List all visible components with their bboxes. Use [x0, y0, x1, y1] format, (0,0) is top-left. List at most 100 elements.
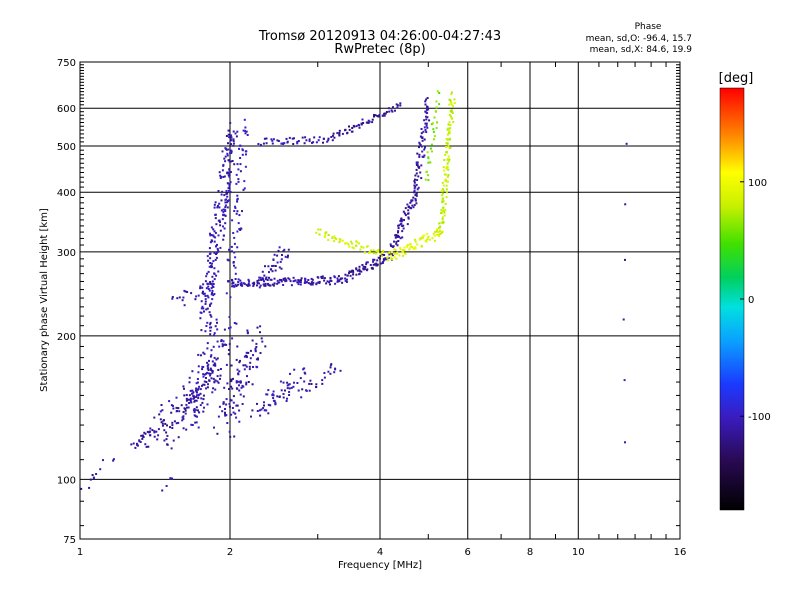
data-point — [191, 424, 194, 426]
data-point — [234, 266, 237, 269]
data-point — [369, 264, 372, 266]
data-point — [247, 381, 250, 383]
data-point — [213, 362, 216, 365]
data-point — [258, 276, 261, 279]
data-point — [162, 419, 165, 422]
data-point — [228, 183, 231, 186]
data-point — [390, 109, 393, 112]
data-point — [303, 142, 306, 145]
data-point — [327, 139, 330, 142]
data-point — [438, 235, 440, 238]
data-point — [447, 128, 450, 131]
data-point — [166, 424, 168, 427]
data-point — [318, 233, 321, 236]
data-point — [437, 234, 440, 236]
data-point — [279, 380, 282, 383]
data-point — [222, 163, 225, 166]
data-point — [261, 340, 264, 343]
chart-title: Tromsø 20120913 04:26:00-04:27:43 — [258, 29, 501, 44]
data-point — [169, 426, 171, 429]
data-point — [183, 289, 186, 292]
data-point — [228, 405, 231, 408]
data-point — [288, 136, 291, 139]
data-point — [149, 427, 152, 430]
data-point — [432, 130, 435, 133]
data-point — [261, 277, 264, 280]
data-point — [417, 186, 420, 189]
data-point — [238, 409, 241, 412]
data-point — [447, 160, 450, 163]
data-point — [448, 137, 451, 140]
data-point — [231, 219, 234, 222]
data-point — [205, 377, 207, 379]
data-point — [216, 321, 218, 324]
data-point — [201, 292, 204, 294]
data-point — [367, 121, 370, 124]
data-point — [274, 402, 277, 405]
data-point — [269, 268, 272, 271]
data-point — [410, 246, 413, 249]
data-point — [210, 234, 213, 236]
data-point — [163, 429, 166, 432]
data-point — [624, 441, 626, 444]
data-point — [282, 278, 285, 281]
data-point — [276, 279, 279, 282]
data-point — [190, 423, 193, 426]
data-point — [228, 403, 231, 405]
data-point — [284, 278, 287, 281]
data-point — [277, 281, 280, 284]
data-point — [222, 225, 224, 228]
data-point — [442, 192, 445, 195]
data-point — [212, 234, 215, 237]
data-point — [233, 242, 236, 245]
data-point — [263, 284, 266, 287]
data-point — [327, 234, 330, 236]
data-point — [228, 169, 231, 172]
data-point — [228, 168, 231, 171]
data-point — [407, 243, 410, 246]
data-point — [438, 92, 441, 94]
data-point — [219, 246, 222, 249]
data-point — [228, 343, 231, 346]
data-point — [450, 103, 453, 106]
data-point — [260, 408, 263, 411]
data-point — [221, 190, 224, 193]
data-point — [246, 375, 248, 378]
data-point — [407, 217, 410, 220]
data-point — [242, 188, 245, 191]
data-point — [329, 276, 332, 279]
data-point — [310, 383, 313, 385]
data-point — [375, 262, 378, 265]
data-point — [264, 284, 267, 287]
data-point — [267, 403, 270, 406]
data-point — [180, 404, 183, 407]
data-point — [365, 261, 368, 264]
data-point — [446, 158, 449, 161]
y-tick-label: 75 — [63, 535, 76, 546]
data-point — [229, 152, 232, 155]
data-point — [413, 247, 415, 250]
data-point — [317, 281, 320, 284]
data-point — [161, 422, 164, 425]
data-point — [226, 382, 229, 385]
data-point — [344, 128, 347, 131]
data-point — [204, 298, 207, 301]
data-point — [243, 282, 246, 285]
data-point — [255, 346, 258, 348]
data-point — [252, 354, 254, 357]
data-point — [287, 248, 290, 251]
data-point — [450, 93, 453, 95]
data-point — [446, 142, 449, 145]
data-point — [441, 217, 444, 220]
data-point — [344, 279, 347, 282]
data-point — [140, 434, 143, 437]
data-point — [409, 206, 412, 209]
data-point — [380, 262, 383, 265]
data-point — [215, 318, 218, 321]
data-point — [229, 326, 232, 329]
data-point — [260, 278, 262, 281]
data-point — [216, 328, 219, 331]
data-point — [399, 246, 401, 249]
data-point — [248, 284, 251, 287]
data-point — [216, 206, 219, 209]
